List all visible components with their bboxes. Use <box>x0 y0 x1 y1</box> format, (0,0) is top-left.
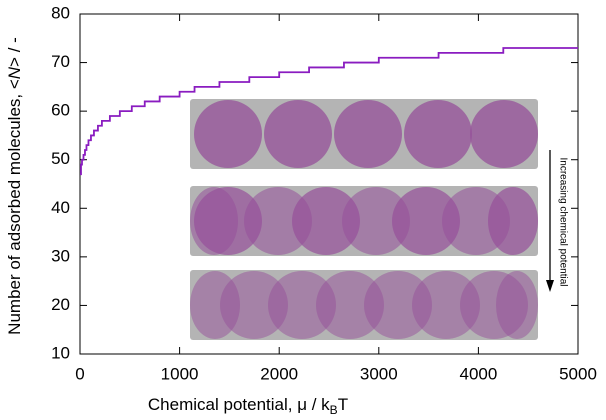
y-axis-label: Number of adsorbed molecules, <N> / - <box>5 37 24 335</box>
y-tick-label: 60 <box>51 101 70 120</box>
x-label-part: B <box>330 403 338 417</box>
y-tick-label: 40 <box>51 198 70 217</box>
molecule <box>342 187 410 255</box>
inset-schematic <box>190 99 538 340</box>
molecule <box>194 100 262 168</box>
x-tick-label: 0 <box>75 364 84 383</box>
x-tick-label: 3000 <box>360 364 398 383</box>
molecule <box>244 187 312 255</box>
molecule <box>412 271 480 339</box>
x-label-part: T <box>338 395 348 414</box>
x-tick-label: 2000 <box>260 364 298 383</box>
y-label-part: > / - <box>5 37 24 67</box>
x-tick-label: 1000 <box>161 364 199 383</box>
molecule <box>190 187 238 255</box>
y-tick-label: 10 <box>51 343 70 362</box>
y-label-part: N <box>5 66 24 79</box>
x-tick-label: 4000 <box>459 364 497 383</box>
y-label-part: Number of adsorbed molecules, < <box>5 79 24 335</box>
y-tick-label: 50 <box>51 149 70 168</box>
x-label-part: Chemical potential, μ / k <box>148 395 330 414</box>
molecule <box>470 100 538 168</box>
annotation: Increasing chemical potential <box>557 158 568 287</box>
molecule <box>316 271 384 339</box>
y-tick-label: 20 <box>51 295 70 314</box>
x-tick-label: 5000 <box>559 364 597 383</box>
plot-frame <box>79 13 579 355</box>
molecule <box>488 187 538 255</box>
molecule <box>404 100 472 168</box>
x-axis-label: Chemical potential, μ / kBT <box>148 395 348 417</box>
y-tick-label: 70 <box>51 52 70 71</box>
y-tick-label: 80 <box>51 3 70 22</box>
molecule <box>268 271 336 339</box>
arrow-head <box>546 280 554 292</box>
molecule <box>264 100 332 168</box>
data-line <box>80 47 578 176</box>
molecule <box>220 271 288 339</box>
molecule <box>496 271 538 339</box>
molecule <box>292 187 360 255</box>
molecule <box>334 100 402 168</box>
molecule <box>364 271 432 339</box>
molecule <box>392 187 460 255</box>
y-tick-label: 30 <box>51 246 70 265</box>
